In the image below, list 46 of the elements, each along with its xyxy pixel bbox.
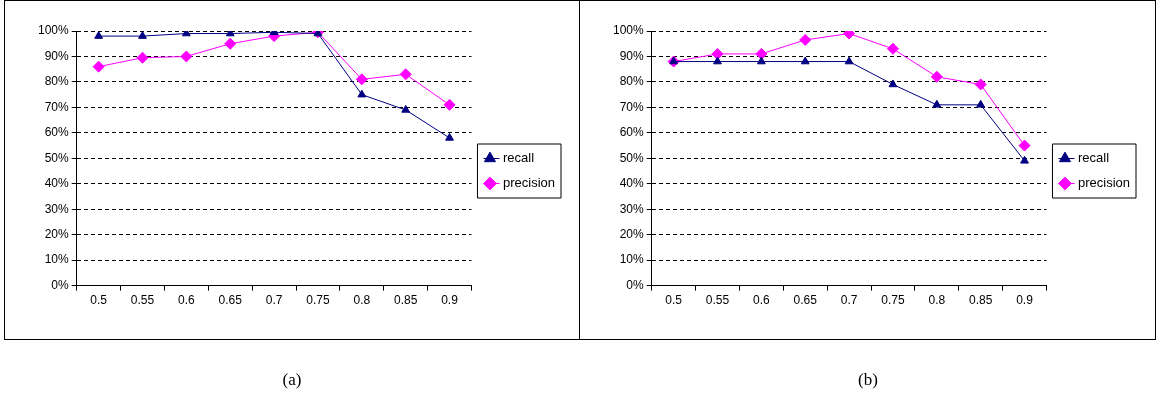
y-tick-label: 90% xyxy=(619,48,645,63)
y-tick-label: 30% xyxy=(44,201,70,216)
y-tick-label: 70% xyxy=(619,99,645,114)
y-tick-label: 80% xyxy=(619,74,645,89)
text: (a) xyxy=(281,370,303,390)
x-tick-label: 0.55 xyxy=(705,293,730,308)
y-tick-label: 20% xyxy=(619,226,645,241)
y-tick-label: 0% xyxy=(51,277,70,292)
legend-label: precision xyxy=(1077,175,1131,191)
x-tick-label: 0.65 xyxy=(218,293,243,308)
x-tick-label: 0.8 xyxy=(353,293,371,308)
x-tick-label: 0.5 xyxy=(665,293,683,308)
x-tick-label: 0.85 xyxy=(394,293,418,308)
x-tick-label: 0.65 xyxy=(793,293,818,308)
legend-label: recall xyxy=(1077,150,1110,166)
x-tick-label: 0.6 xyxy=(753,293,771,308)
y-tick-label: 50% xyxy=(44,150,70,165)
y-tick-label: 0% xyxy=(626,277,645,292)
y-tick-label: 40% xyxy=(44,176,70,191)
y-tick-label: 90% xyxy=(44,48,70,63)
y-tick-label: 60% xyxy=(619,125,645,140)
x-tick-label: 0.6 xyxy=(178,293,196,308)
x-tick-label: 0.85 xyxy=(969,293,993,308)
x-tick-label: 0.7 xyxy=(840,293,858,308)
legend-label: precision xyxy=(502,175,556,191)
x-tick-label: 0.75 xyxy=(306,293,330,308)
x-tick-label: 0.55 xyxy=(130,293,155,308)
y-tick-label: 10% xyxy=(619,252,645,267)
y-tick-label: 40% xyxy=(619,176,645,191)
y-tick-label: 20% xyxy=(44,226,70,241)
y-tick-label: 80% xyxy=(44,74,70,89)
y-tick-label: 70% xyxy=(44,99,70,114)
x-tick-label: 0.8 xyxy=(928,293,946,308)
y-tick-label: 60% xyxy=(44,125,70,140)
text: (b) xyxy=(857,370,879,390)
y-tick-label: 10% xyxy=(44,252,70,267)
x-tick-label: 0.9 xyxy=(1016,293,1034,308)
y-tick-label: 100% xyxy=(612,23,645,38)
y-tick-label: 30% xyxy=(619,201,645,216)
legend-label: recall xyxy=(502,150,535,166)
y-tick-label: 100% xyxy=(37,23,70,38)
x-tick-label: 0.7 xyxy=(265,293,283,308)
y-tick-label: 50% xyxy=(619,150,645,165)
x-tick-label: 0.75 xyxy=(881,293,905,308)
x-tick-label: 0.9 xyxy=(441,293,459,308)
x-tick-label: 0.5 xyxy=(90,293,108,308)
